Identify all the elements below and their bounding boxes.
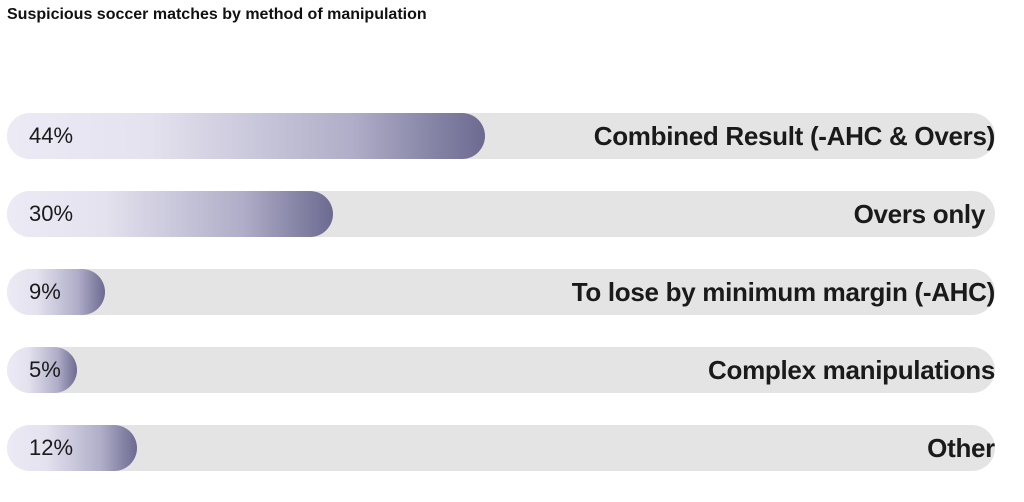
bar bbox=[7, 425, 138, 471]
bar bbox=[7, 269, 105, 315]
bar-value-label: 30% bbox=[29, 201, 74, 226]
bar-value-label: 12% bbox=[29, 435, 74, 460]
bar bbox=[7, 191, 334, 237]
bar-category-label: Overs only bbox=[853, 199, 986, 229]
bar-track: 9% To lose by minimum margin (-AHC) bbox=[7, 269, 995, 315]
bar-category-label: Complex manipulations bbox=[708, 355, 995, 385]
chart-title: Suspicious soccer matches by method of m… bbox=[7, 6, 427, 23]
bar-category-label: Other bbox=[927, 433, 995, 463]
bar-track: 12% Other bbox=[7, 425, 995, 471]
bar bbox=[7, 113, 486, 159]
bar-value-label: 44% bbox=[29, 123, 74, 148]
bar-value-label: 9% bbox=[29, 279, 61, 304]
bar-category-label: Combined Result (-AHC & Overs) bbox=[593, 121, 995, 151]
bar-value-label: 5% bbox=[29, 357, 61, 382]
bar-track: 44% Combined Result (-AHC & Overs) bbox=[7, 113, 995, 159]
bar-track: 5% Complex manipulations bbox=[7, 347, 995, 393]
bar-category-label: To lose by minimum margin (-AHC) bbox=[571, 277, 995, 307]
bar bbox=[7, 347, 77, 393]
bar-track: 30% Overs only bbox=[7, 191, 995, 237]
